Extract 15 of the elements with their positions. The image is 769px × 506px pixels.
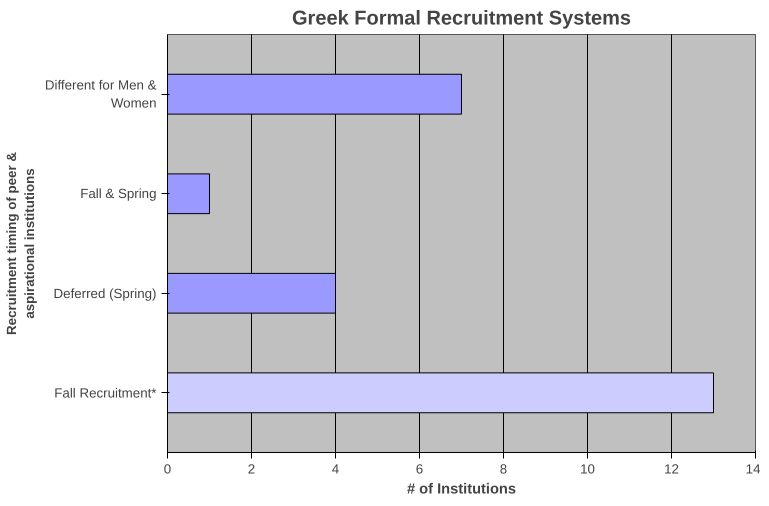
x-tick-label: 0	[164, 462, 172, 476]
x-tick-label: 8	[500, 462, 508, 476]
y-tick-label: Different for Men & Women	[44, 78, 157, 111]
y-tick-label: Deferred (Spring)	[54, 286, 157, 301]
y-axis-title: Recruitment timing of peer & aspirational institutions	[4, 152, 37, 335]
y-tick-label: Fall & Spring	[80, 186, 157, 202]
x-tick-label: 4	[332, 462, 340, 476]
x-axis-title: # of Institutions	[406, 482, 516, 498]
chart-title: Greek Formal Recruitment Systems	[292, 8, 632, 30]
x-tick-label: 2	[248, 462, 256, 476]
x-tick-label: 14	[746, 462, 762, 476]
x-tick-label: 10	[580, 462, 595, 476]
x-tick-label: 12	[664, 462, 679, 476]
y-tick-label: Fall Recruitment*	[54, 385, 157, 400]
x-tick-label: 6	[416, 462, 424, 476]
